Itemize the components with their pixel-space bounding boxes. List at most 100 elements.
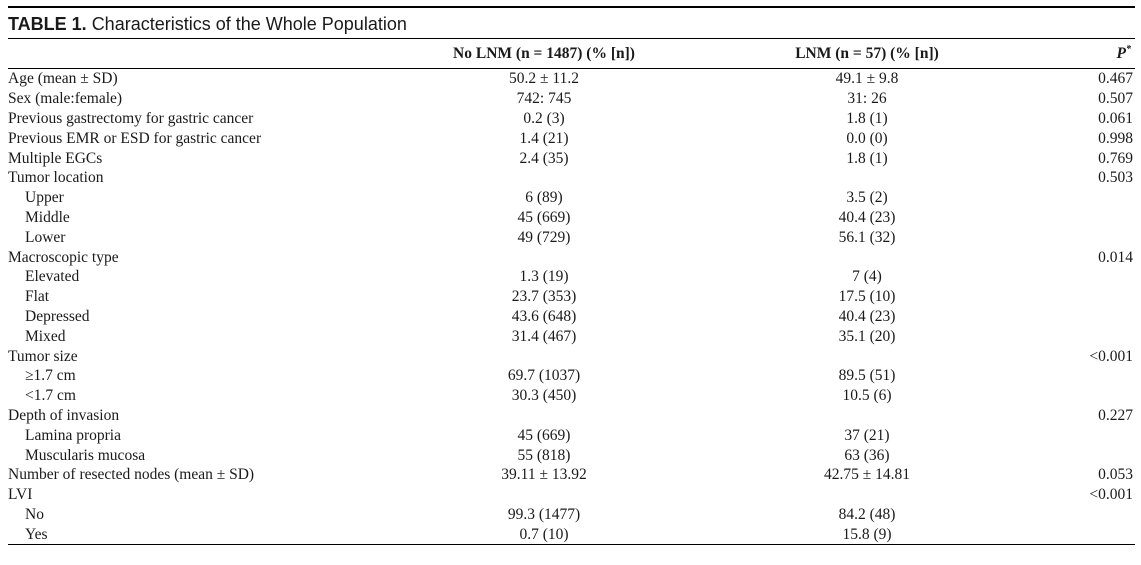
row-label: Depth of invasion (8, 406, 120, 424)
no-lnm-value: 1.3 (19) (519, 268, 569, 286)
header-variable (8, 39, 404, 69)
lnm-value: 10.5 (6) (842, 387, 892, 405)
row-label: Mixed (25, 327, 66, 345)
row-label: ≥1.7 cm (25, 367, 76, 385)
no-lnm-value: 45 (669) (517, 208, 571, 226)
no-lnm-value (404, 485, 684, 505)
p-value (1050, 287, 1135, 307)
p-value: 0.507 (1098, 90, 1133, 108)
lnm-value: 49.1 ± 9.8 (835, 70, 899, 88)
no-lnm-value (404, 406, 684, 426)
no-lnm-value: 31.4 (467) (511, 327, 577, 345)
lnm-value: 0.0 (0) (846, 129, 888, 147)
no-lnm-value: 742: 745 (516, 90, 572, 108)
table-row: Upper 6 (89) 3.5 (2) (8, 188, 1135, 208)
lnm-value: 35.1 (20) (838, 327, 896, 345)
table-row: Previous EMR or ESD for gastric cancer 1.… (8, 128, 1135, 148)
row-label: Sex (male:female) (8, 90, 123, 108)
p-value: 0.998 (1098, 129, 1133, 147)
no-lnm-value: 6 (89) (525, 189, 563, 207)
table-row: Age (mean ± SD) 50.2 ± 11.2 49.1 ± 9.8 0.46… (8, 69, 1135, 89)
lnm-value: 42.75 ± 14.81 (823, 466, 910, 484)
no-lnm-value: 99.3 (1477) (507, 505, 581, 523)
no-lnm-value: 43.6 (648) (511, 307, 577, 325)
lnm-value (684, 168, 1050, 188)
table-row: Number of resected nodes (mean ± SD) 39.1… (8, 465, 1135, 485)
table-row: <1.7 cm 30.3 (450) 10.5 (6) (8, 386, 1135, 406)
top-rule (8, 6, 1135, 8)
row-label: <1.7 cm (25, 387, 76, 405)
row-label: Tumor location (8, 169, 104, 187)
table-row: Tumor size <0.001 (8, 346, 1135, 366)
row-label: Previous EMR or ESD for gastric cancer (8, 129, 262, 147)
p-value (1050, 366, 1135, 386)
table-row: ≥1.7 cm 69.7 (1037) 89.5 (51) (8, 366, 1135, 386)
table-row: Mixed 31.4 (467) 35.1 (20) (8, 326, 1135, 346)
table-row: Yes 0.7 (10) 15.8 (9) (8, 524, 1135, 546)
row-label: Muscularis mucosa (25, 446, 146, 464)
table-caption: TABLE 1. Characteristics of the Whole Po… (8, 12, 1135, 38)
lnm-value: 1.8 (1) (846, 149, 888, 167)
p-value (1050, 326, 1135, 346)
no-lnm-value: 45 (669) (517, 426, 571, 444)
row-label: Macroscopic type (8, 248, 119, 266)
no-lnm-value: 1.4 (21) (519, 129, 569, 147)
row-label: Elevated (25, 268, 80, 286)
table-row: Multiple EGCs 2.4 (35) 1.8 (1) 0.769 (8, 148, 1135, 168)
row-label: Multiple EGCs (8, 149, 103, 167)
lnm-value: 40.4 (23) (838, 307, 896, 325)
table-label: TABLE 1. (8, 14, 87, 34)
table-title: Characteristics of the Whole Population (91, 14, 407, 34)
table-row: Sex (male:female) 742: 745 31: 26 0.507 (8, 89, 1135, 109)
p-value: 0.227 (1098, 406, 1133, 424)
p-value: <0.001 (1089, 347, 1133, 365)
lnm-value: 1.8 (1) (846, 109, 888, 127)
no-lnm-value: 39.11 ± 13.92 (501, 466, 587, 484)
row-label: Tumor size (8, 347, 78, 365)
p-value: 0.061 (1098, 109, 1133, 127)
table-row: Macroscopic type 0.014 (8, 247, 1135, 267)
table-row: Depressed 43.6 (648) 40.4 (23) (8, 307, 1135, 327)
header-lnm: LNM (n = 57) (% [n]) (684, 39, 1050, 69)
header-rule (8, 38, 1135, 39)
characteristics-table: No LNM (n = 1487) (% [n]) LNM (n = 57) (… (8, 39, 1135, 546)
row-label: Number of resected nodes (mean ± SD) (8, 466, 255, 484)
row-label: LVI (8, 486, 33, 504)
table-row: Middle 45 (669) 40.4 (23) (8, 208, 1135, 228)
table-row: Tumor location 0.503 (8, 168, 1135, 188)
no-lnm-value: 0.7 (10) (404, 524, 684, 546)
no-lnm-value: 49 (729) (517, 228, 571, 246)
row-label: Age (mean ± SD) (8, 70, 118, 88)
no-lnm-value: 2.4 (35) (519, 149, 569, 167)
row-label: No (25, 505, 44, 523)
no-lnm-value: 0.2 (3) (523, 109, 565, 127)
no-lnm-value (404, 247, 684, 267)
p-value: <0.001 (1089, 486, 1133, 504)
p-value: 0.503 (1098, 169, 1133, 187)
row-label: Lower (25, 228, 66, 246)
lnm-value: 63 (36) (844, 446, 890, 464)
p-value (1050, 425, 1135, 445)
no-lnm-value: 55 (818) (517, 446, 571, 464)
p-value (1050, 445, 1135, 465)
table-row: Flat 23.7 (353) 17.5 (10) (8, 287, 1135, 307)
lnm-value: 56.1 (32) (838, 228, 896, 246)
lnm-value (684, 247, 1050, 267)
row-label: Middle (25, 208, 70, 226)
lnm-value: 84.2 (48) (838, 505, 896, 523)
no-lnm-value: 23.7 (353) (511, 288, 577, 306)
header-p-footnote-mark: * (1126, 43, 1131, 55)
header-p-label: P (1116, 45, 1126, 63)
p-value: 0.014 (1098, 248, 1133, 266)
header-no-lnm: No LNM (n = 1487) (% [n]) (404, 39, 684, 69)
row-label: Depressed (25, 307, 90, 325)
table-row: Lamina propria 45 (669) 37 (21) (8, 425, 1135, 445)
no-lnm-value (404, 346, 684, 366)
p-value (1050, 208, 1135, 228)
p-value (1050, 524, 1135, 546)
table-row: Depth of invasion 0.227 (8, 406, 1135, 426)
row-label: Yes (8, 524, 404, 546)
header-p-value: P* (1050, 39, 1135, 69)
p-value: 0.053 (1098, 466, 1133, 484)
table-row: Muscularis mucosa 55 (818) 63 (36) (8, 445, 1135, 465)
